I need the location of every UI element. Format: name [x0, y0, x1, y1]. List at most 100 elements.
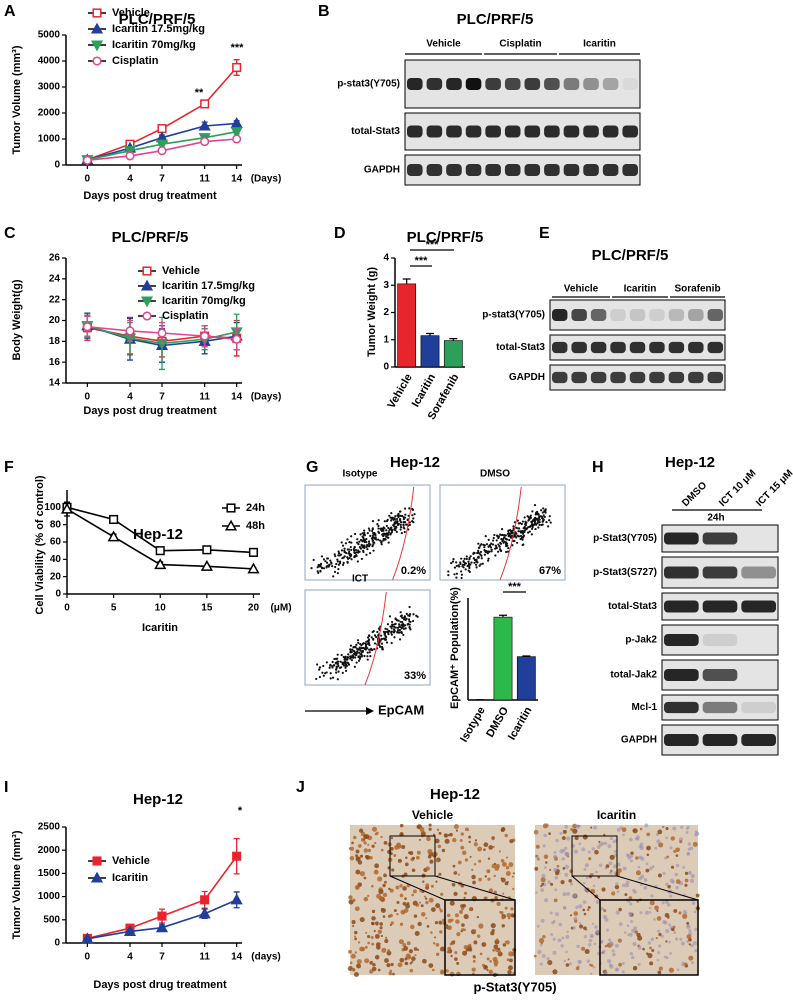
marker — [123, 925, 137, 936]
ihc-cell — [486, 869, 491, 874]
flow-dot — [365, 541, 368, 544]
ihc-cell — [453, 891, 458, 897]
blot-band — [688, 371, 704, 384]
ihc-cell — [535, 831, 539, 835]
ihc-cell — [492, 948, 496, 952]
x-axis-label: Days post drug treatment — [93, 979, 227, 991]
flow-dot — [493, 533, 496, 537]
ihc-cell — [420, 904, 424, 908]
blot-row-label: total-Jak2 — [610, 670, 657, 681]
ihc-cell — [644, 910, 650, 915]
flow-dot — [350, 659, 354, 662]
blot-band — [552, 309, 568, 321]
ihc-cell — [371, 916, 376, 921]
flow-dot — [366, 651, 369, 654]
ihc-cell — [376, 893, 382, 899]
blot-band — [552, 371, 568, 384]
ihc-cell — [454, 957, 458, 961]
flow-dot — [333, 570, 337, 573]
ihc-cell — [500, 827, 506, 832]
flow-dot — [335, 562, 338, 566]
ihc-cell — [460, 832, 464, 836]
flow-dot — [310, 567, 313, 570]
flow-dot — [500, 537, 503, 541]
ihc-cell — [423, 895, 426, 898]
flow-dot — [361, 540, 364, 543]
flow-dot — [349, 648, 352, 651]
ihc-cell — [441, 848, 446, 853]
ihc-cell — [351, 967, 356, 972]
blot-band — [485, 78, 501, 90]
panel-label: H — [592, 459, 604, 476]
flow-dot — [487, 538, 490, 541]
ihc-cell — [675, 879, 681, 885]
ihc-cell — [540, 888, 545, 893]
flow-dot — [545, 520, 548, 524]
ihc-cell — [573, 911, 579, 916]
flow-dot — [447, 573, 450, 577]
flow-dot — [401, 514, 404, 518]
x-tick-label: 7 — [159, 392, 165, 403]
ihc-cell — [588, 857, 592, 861]
ihc-cell — [569, 914, 573, 917]
ihc-cell — [403, 945, 409, 951]
flow-dot — [390, 526, 393, 529]
marker — [157, 146, 167, 156]
flow-dot — [467, 560, 470, 563]
ihc-cell — [650, 894, 654, 898]
bar — [443, 340, 463, 368]
ihc-cell — [537, 949, 542, 955]
ihc-cell — [504, 833, 508, 838]
flow-dot — [529, 514, 532, 517]
ihc-cell — [410, 924, 415, 930]
flow-dot — [382, 630, 386, 633]
ihc-cell — [377, 968, 381, 972]
ihc-cell — [621, 970, 625, 974]
flow-dot — [324, 560, 327, 563]
blot-band — [664, 734, 699, 746]
ihc-cell — [380, 835, 383, 839]
ihc-cell — [389, 888, 394, 893]
flow-dot — [340, 653, 343, 657]
x-tick-label: 10 — [155, 603, 167, 614]
ihc-cell — [547, 961, 550, 964]
ihc-cell — [478, 923, 484, 929]
ihc-cell — [578, 904, 583, 909]
zoom-line — [616, 875, 699, 901]
ihc-cell — [385, 936, 388, 939]
flow-arrow-head — [366, 707, 374, 715]
ihc-cell — [671, 927, 675, 932]
ihc-cell — [595, 930, 601, 936]
ihc-cell — [628, 896, 633, 900]
ihc-cell — [555, 871, 559, 876]
flow-dot — [361, 642, 364, 646]
y-tick-label: 1000 — [38, 134, 61, 145]
flow-dot — [524, 524, 528, 527]
ihc-cell — [634, 930, 639, 934]
ihc-cell — [585, 876, 589, 880]
flow-dot — [526, 515, 529, 518]
ihc-cell — [648, 906, 652, 910]
flow-dot — [407, 528, 410, 531]
flow-dot — [484, 550, 487, 553]
flow-dot — [401, 624, 404, 627]
ihc-cell — [445, 969, 449, 973]
blot-band — [571, 309, 587, 321]
ihc-cell — [506, 856, 509, 859]
blot-band — [524, 78, 541, 90]
ihc-cell — [391, 868, 395, 872]
ihc-cell — [614, 967, 619, 972]
flow-dot — [390, 528, 393, 531]
flow-dot — [358, 656, 361, 659]
ihc-cell — [414, 954, 417, 957]
ihc-cell — [665, 940, 668, 943]
flow-dot — [408, 605, 411, 609]
flow-dot — [393, 636, 396, 639]
blot-title: PLC/PRF/5 — [457, 11, 534, 28]
flow-dot — [325, 661, 328, 664]
marker — [125, 151, 135, 161]
ihc-cell — [553, 898, 558, 903]
flow-dot — [390, 633, 393, 636]
flow-dot — [346, 656, 349, 659]
flow-dot — [508, 533, 512, 536]
